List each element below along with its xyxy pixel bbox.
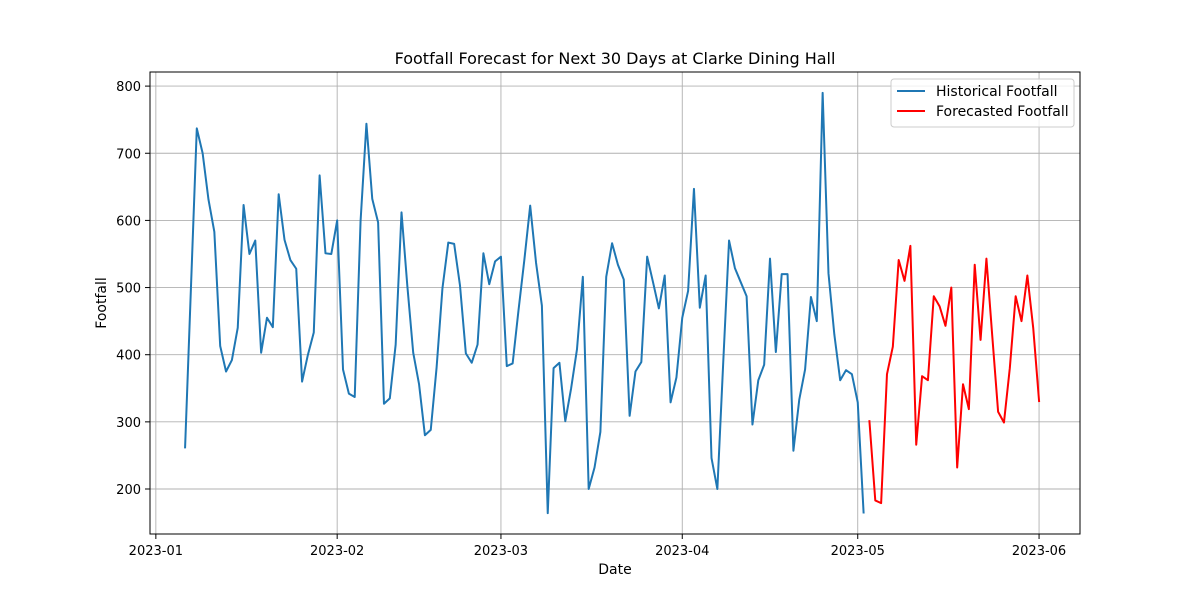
x-axis-ticks: 2023-01 2023-02 2023-03 2023-04 2023-05 2023-… xyxy=(129,534,1066,559)
legend: Historical Footfall Forecasted Footfall xyxy=(890,78,1075,128)
chart-title: Footfall Forecast for Next 30 Days at Cl… xyxy=(395,49,836,68)
y-tick-label: 300 xyxy=(116,416,141,431)
y-tick-label: 200 xyxy=(116,483,141,498)
plot-area-frame xyxy=(149,71,1081,535)
x-tick-label: 2023-02 xyxy=(310,544,364,559)
grid xyxy=(150,72,1080,534)
legend-label-forecast: Forecasted Footfall xyxy=(936,104,1069,120)
x-tick-label: 2023-03 xyxy=(474,544,528,559)
x-tick-label: 2023-01 xyxy=(129,544,183,559)
y-tick-label: 700 xyxy=(116,147,141,162)
y-tick-label: 800 xyxy=(116,80,141,95)
legend-label-historical: Historical Footfall xyxy=(936,84,1058,100)
series-lines xyxy=(184,91,1041,515)
x-axis-label: Date xyxy=(598,562,631,578)
legend-box xyxy=(890,78,1075,128)
historical-footfall-line xyxy=(184,91,865,515)
x-tick-label: 2023-06 xyxy=(1012,544,1066,559)
y-axis-ticks: 200 300 400 500 600 700 800 xyxy=(116,80,150,498)
y-axis-label: Footfall xyxy=(94,277,110,328)
x-tick-label: 2023-05 xyxy=(831,544,885,559)
y-tick-label: 500 xyxy=(116,282,141,297)
x-tick-label: 2023-04 xyxy=(655,544,709,559)
y-tick-label: 600 xyxy=(116,214,141,229)
y-tick-label: 400 xyxy=(116,349,141,364)
forecasted-footfall-line xyxy=(868,244,1041,505)
